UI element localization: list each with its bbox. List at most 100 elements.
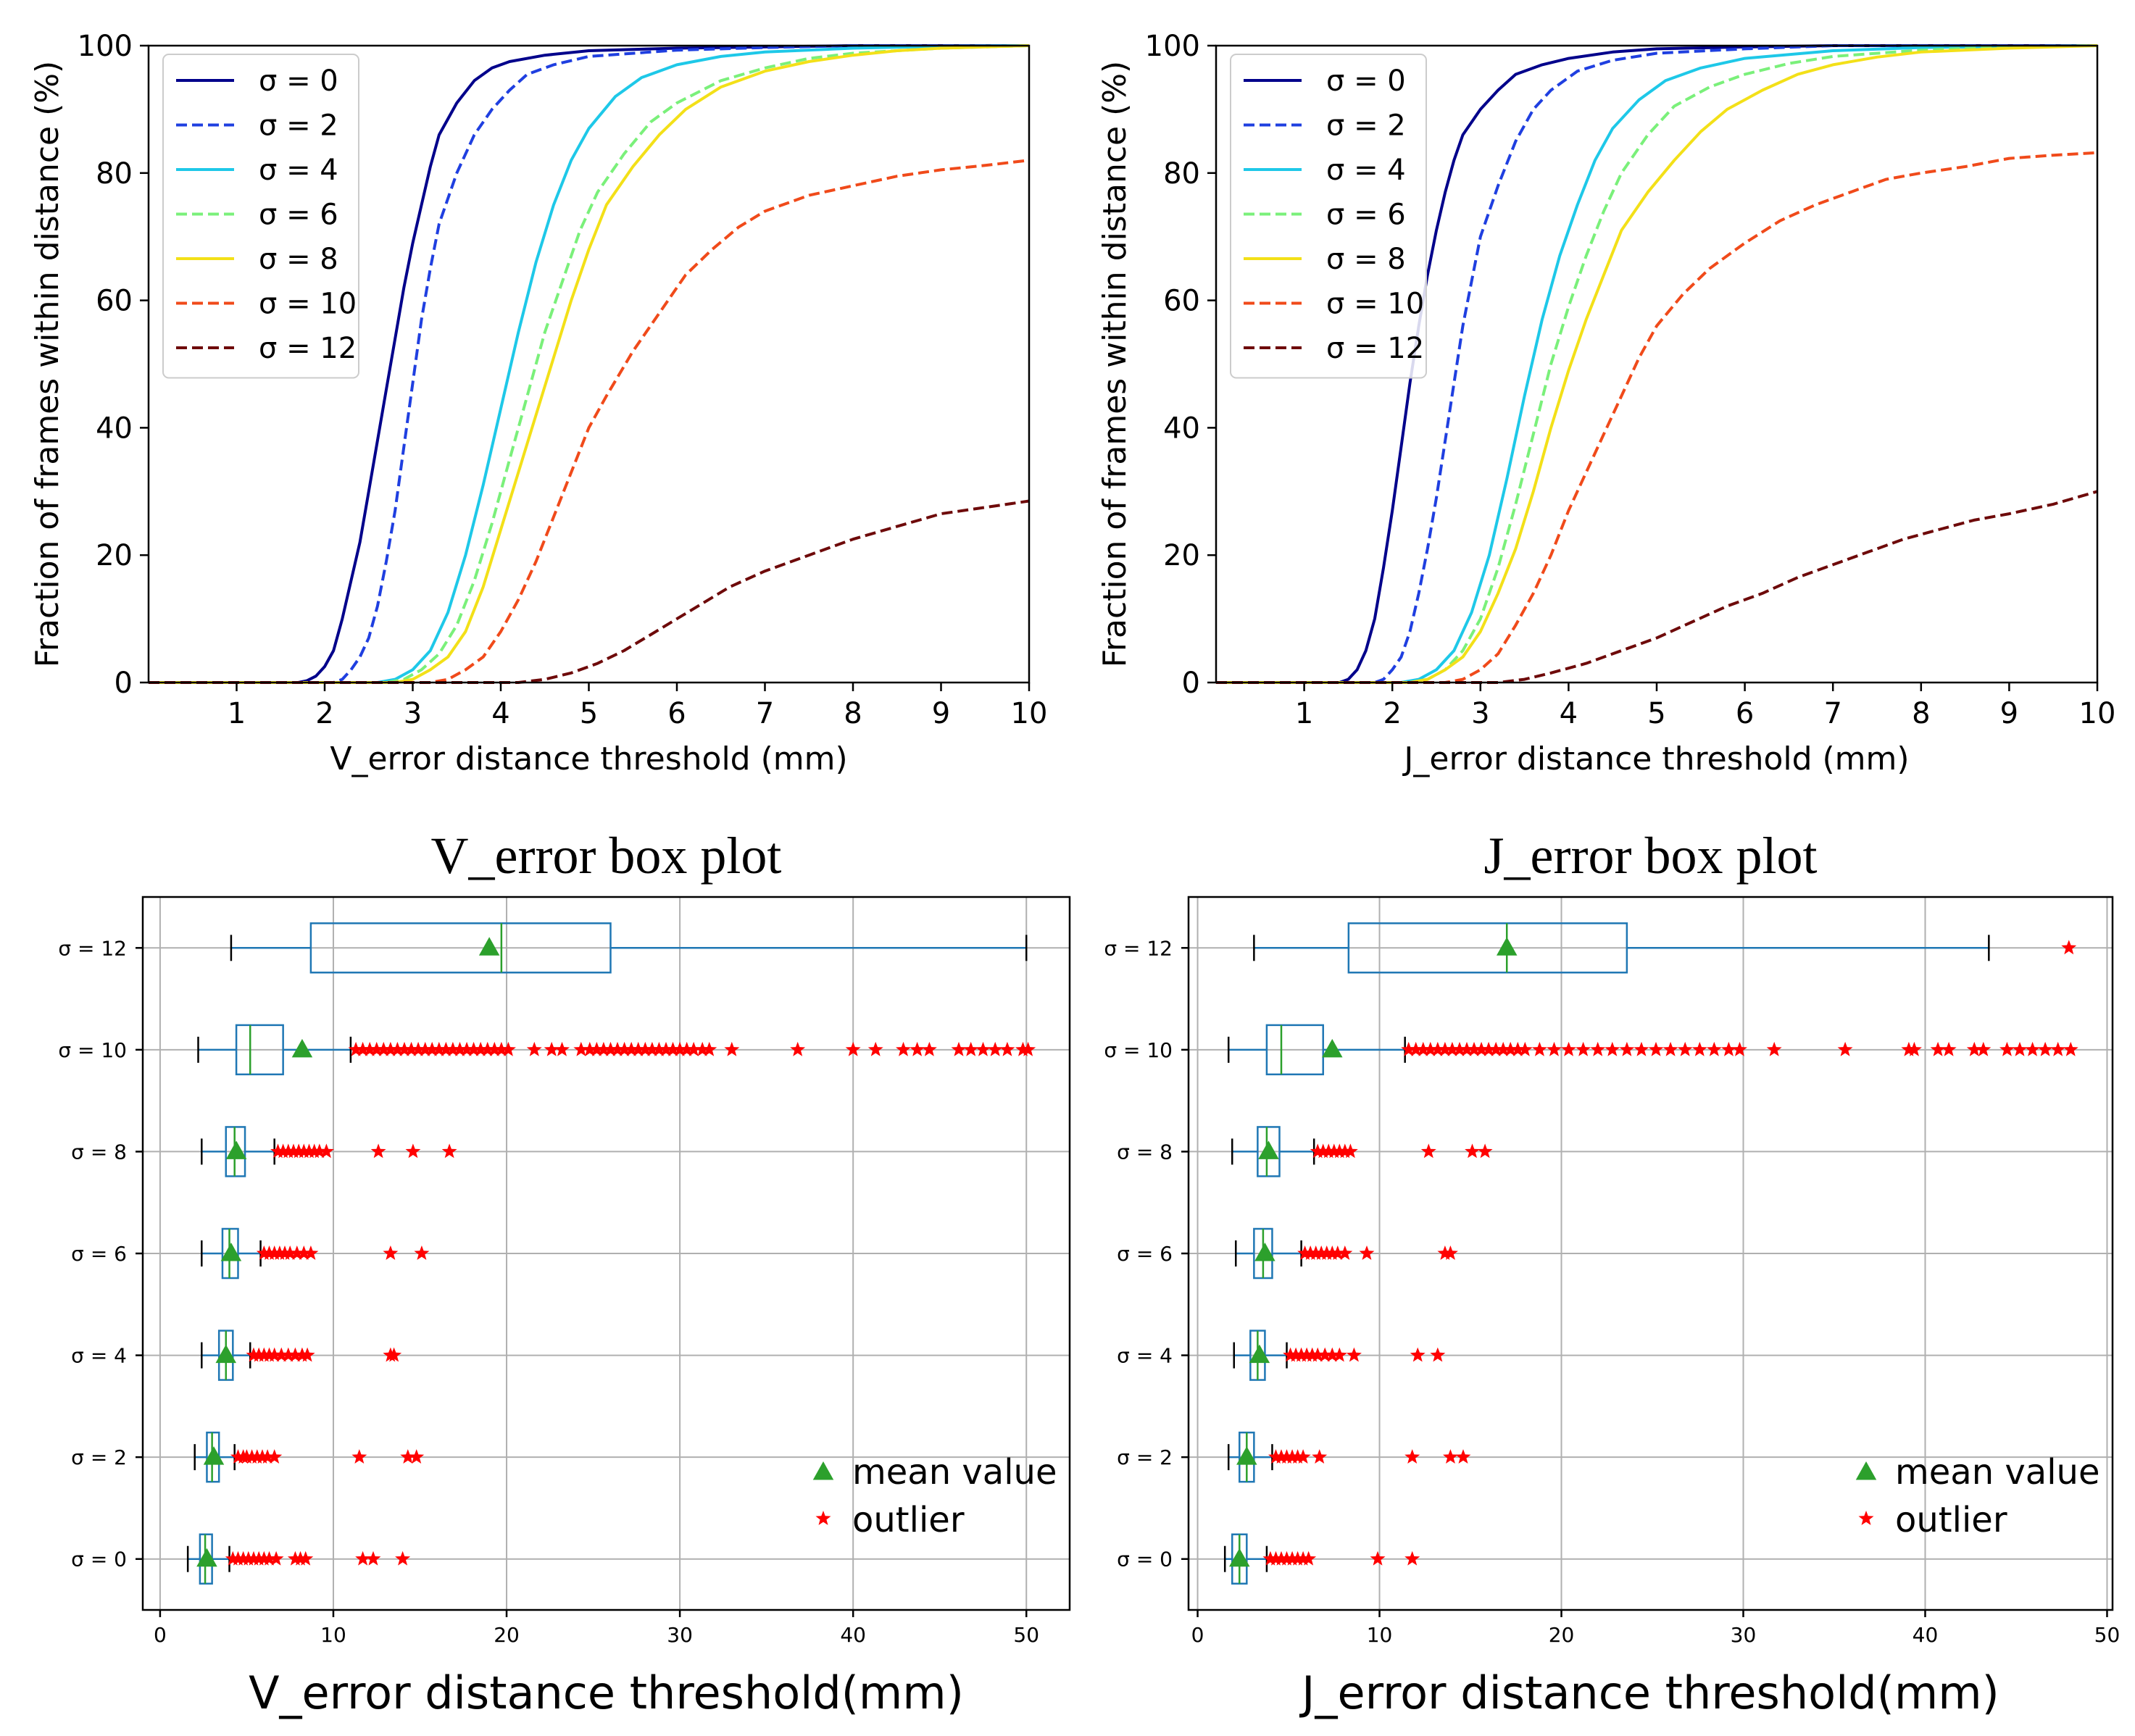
outlier-marker	[554, 1041, 570, 1056]
legend-label-5: σ = 10	[1326, 288, 1424, 321]
x-tick-label: 10	[1011, 697, 1048, 730]
outlier-marker	[1312, 1449, 1328, 1464]
outlier-marker	[963, 1041, 979, 1056]
outlier-marker	[267, 1347, 283, 1362]
x-tick-label: 2	[1383, 697, 1401, 730]
outlier-marker	[544, 1041, 559, 1056]
box-5	[1227, 1024, 2078, 1076]
outlier-marker	[630, 1041, 646, 1056]
box-iqr	[1265, 1024, 1324, 1076]
outlier-marker	[1466, 1041, 1482, 1056]
outlier-marker	[1342, 1143, 1358, 1159]
y-tick-label: σ = 4	[71, 1344, 127, 1368]
outlier-marker	[282, 1245, 298, 1260]
legend-box	[162, 54, 359, 379]
outlier-marker	[582, 1041, 598, 1056]
outlier-marker	[679, 1041, 695, 1056]
mean-marker	[1236, 1446, 1257, 1465]
x-axis-label: J_error distance threshold (mm)	[1402, 740, 1909, 777]
x-tick-label: 4	[491, 697, 509, 730]
outlier-marker	[1330, 1245, 1346, 1260]
legend-label-1: σ = 2	[259, 109, 338, 143]
y-tick-label: σ = 6	[1117, 1242, 1173, 1266]
v_box-chart: V_error box plot σ = 0 σ = 2 σ = 4 σ = 6 σ = …	[58, 827, 1071, 1719]
y-tick-label: σ = 0	[71, 1548, 127, 1572]
mean-marker	[1249, 1344, 1270, 1364]
y-tick-label: σ = 10	[1104, 1038, 1173, 1062]
legend-label-3: σ = 6	[259, 199, 338, 232]
outlier-marker	[1465, 1143, 1480, 1159]
outlier-marker	[480, 1041, 496, 1056]
y-tick-label: 40	[1163, 412, 1200, 445]
outlier-marker	[405, 1143, 421, 1159]
outlier-marker	[459, 1041, 475, 1056]
outlier-marker	[1901, 1041, 1917, 1056]
series-line-4	[1216, 44, 2098, 684]
mean-marker	[478, 937, 500, 956]
outlier-marker	[1273, 1551, 1289, 1566]
x-tick-label: 20	[494, 1623, 520, 1647]
x-tick-label: 50	[1013, 1623, 1039, 1647]
outlier-marker	[1268, 1551, 1283, 1566]
box-6	[230, 922, 1028, 974]
outlier-marker	[1420, 1143, 1436, 1159]
outlier-marker	[1605, 1041, 1620, 1056]
y-tick-label: σ = 2	[71, 1445, 127, 1469]
legend-label-2: σ = 4	[259, 154, 338, 187]
outlier-marker	[400, 1449, 416, 1464]
outlier-marker	[414, 1245, 430, 1260]
outlier-marker	[280, 1347, 296, 1362]
outlier-marker	[1284, 1551, 1300, 1566]
outlier-marker	[1517, 1041, 1533, 1056]
series-line-6	[1216, 490, 2098, 684]
outlier-marker	[267, 1449, 283, 1464]
outlier-marker	[2025, 1041, 2040, 1056]
x-tick-label: 10	[1367, 1623, 1393, 1647]
legend-mean-label: mean value	[1895, 1452, 2100, 1493]
y-tick-label: σ = 2	[1117, 1445, 1173, 1469]
outlier-marker	[665, 1041, 681, 1056]
outlier-marker	[1531, 1041, 1547, 1056]
outlier-marker	[262, 1551, 277, 1566]
outlier-marker	[1907, 1041, 1922, 1056]
outlier-marker	[999, 1041, 1015, 1056]
outlier-marker	[1304, 1347, 1320, 1362]
outlier-marker	[362, 1041, 378, 1056]
y-tick-label: 80	[1163, 157, 1200, 191]
outlier-marker	[2063, 1041, 2078, 1056]
x-tick-label: 4	[1560, 697, 1578, 730]
outlier-marker	[896, 1041, 911, 1056]
outlier-marker	[466, 1041, 482, 1056]
x-tick-label: 8	[1912, 697, 1930, 730]
box-0	[1223, 1533, 1420, 1585]
outlier-marker	[1576, 1041, 1591, 1056]
outlier-marker	[1732, 1041, 1747, 1056]
x-tick-label: 7	[1823, 697, 1841, 730]
outlier-marker	[845, 1041, 861, 1056]
outlier-marker	[526, 1041, 542, 1056]
outlier-marker	[1297, 1245, 1313, 1260]
y-axis-label: Fraction of frames within distance (%)	[1096, 61, 1133, 667]
outlier-marker	[1401, 1041, 1417, 1056]
legend-label-0: σ = 0	[1326, 64, 1406, 98]
outlier-marker	[303, 1245, 319, 1260]
outlier-marker	[1481, 1041, 1497, 1056]
outlier-marker	[1370, 1551, 1386, 1566]
y-tick-label: σ = 10	[58, 1038, 127, 1062]
outlier-marker	[1999, 1041, 2015, 1056]
outlier-marker	[1633, 1041, 1649, 1056]
mean-marker	[1322, 1038, 1343, 1058]
outlier-marker	[1410, 1347, 1426, 1362]
mean-marker	[1496, 937, 1518, 956]
series-line-3	[149, 44, 1030, 684]
legend-label-2: σ = 4	[1326, 154, 1406, 187]
x-tick-label: 0	[1191, 1623, 1204, 1647]
outlier-marker	[445, 1041, 461, 1056]
x-tick-label: 7	[756, 697, 774, 730]
outlier-marker	[486, 1041, 502, 1056]
series-line-0	[1216, 44, 2097, 684]
box-3	[201, 1227, 430, 1280]
outlier-marker	[1443, 1449, 1458, 1464]
y-tick-label: σ = 12	[58, 936, 127, 960]
outlier-marker	[2050, 1041, 2066, 1056]
